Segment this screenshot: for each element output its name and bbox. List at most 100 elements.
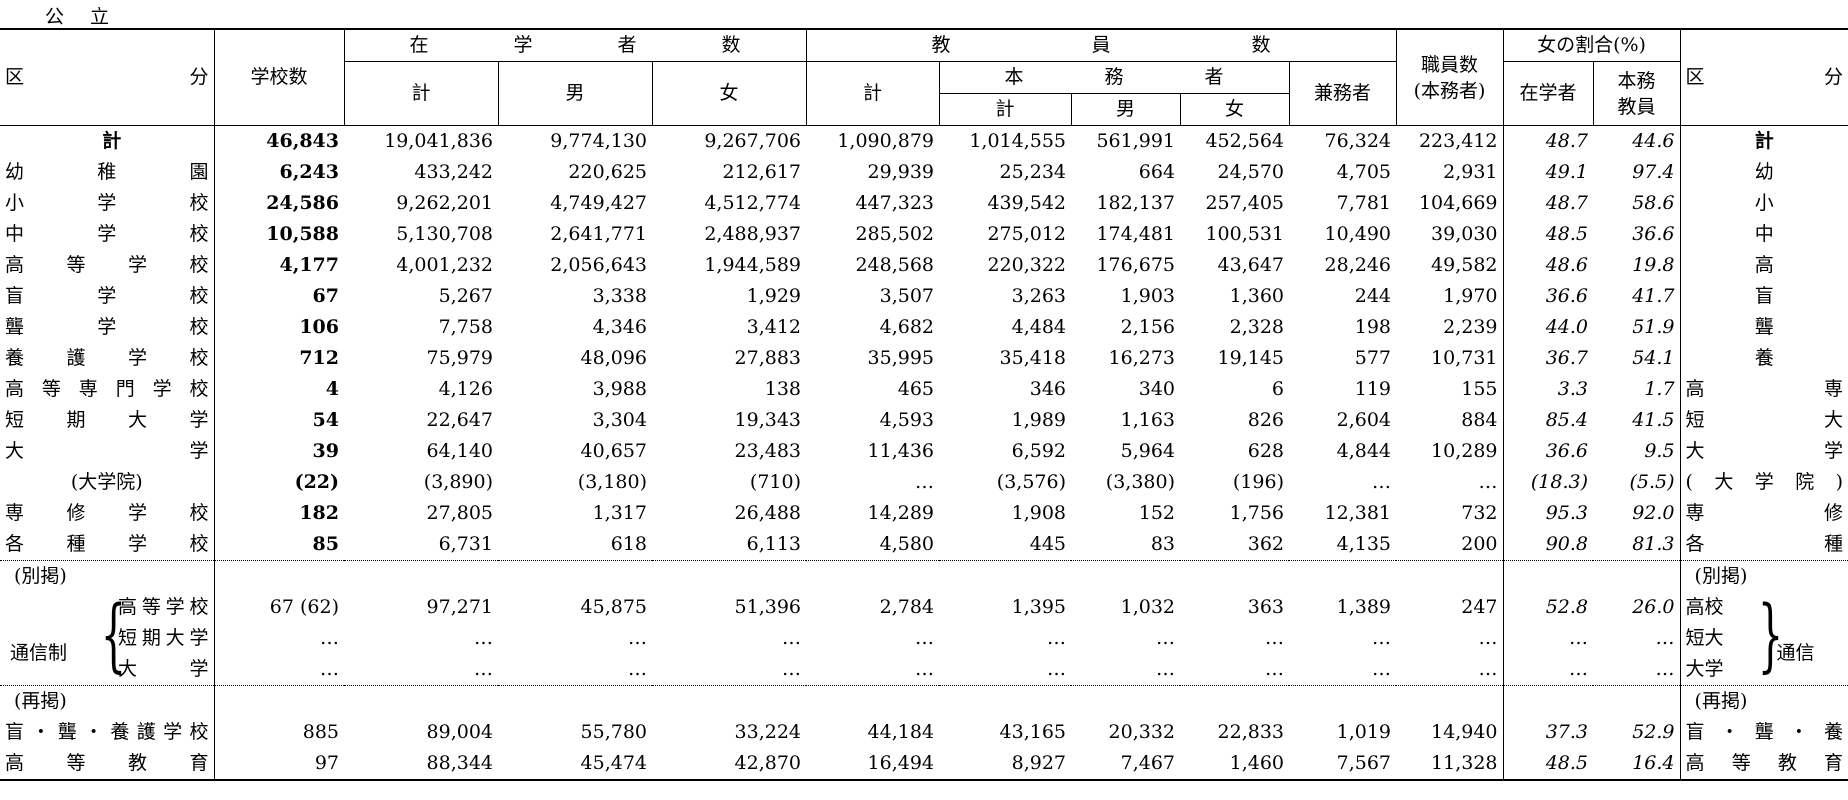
empty-cell bbox=[1071, 560, 1181, 592]
empty-cell bbox=[1180, 560, 1290, 592]
cell-honmu-female: 43,647 bbox=[1217, 254, 1285, 276]
cell-kenmu: 76,324 bbox=[1324, 130, 1392, 152]
cell-schools: 4,177 bbox=[213, 250, 344, 281]
cell-ratio-students: 52.8 bbox=[1502, 592, 1594, 623]
row-label: 中学校 bbox=[0, 219, 214, 250]
cell-honmu-female: 1,460 bbox=[1180, 748, 1290, 781]
cell-students-male: 1,317 bbox=[592, 502, 647, 524]
cell-honmu-total: 3,263 bbox=[1011, 285, 1067, 307]
cell-staff: 11,328 bbox=[1396, 748, 1504, 781]
cell-honmu-female: … bbox=[1265, 658, 1285, 680]
cell-honmu-male: 664 bbox=[1138, 161, 1176, 183]
empty-cell bbox=[498, 685, 652, 717]
cell-students-female: 3,412 bbox=[746, 316, 802, 338]
cell-students-total: 5,267 bbox=[438, 285, 493, 307]
cell-schools: 97 bbox=[213, 748, 344, 781]
cell-honmu-male: 16,273 bbox=[1108, 347, 1176, 369]
cell-honmu-male: 7,467 bbox=[1071, 748, 1181, 781]
cell-ratio-teachers: 81.3 bbox=[1632, 533, 1675, 555]
row-label-right-text: 幼 bbox=[1754, 161, 1774, 183]
cell-teachers-total: 4,682 bbox=[879, 316, 935, 338]
cell-students-total: 22,647 bbox=[426, 409, 493, 431]
cell-honmu-male: 176,675 bbox=[1096, 254, 1176, 276]
cell-staff: 10,289 bbox=[1431, 440, 1498, 462]
cell-students-female: 51,396 bbox=[734, 596, 802, 618]
cell-ratio-teachers: 54.1 bbox=[1632, 347, 1675, 369]
row-label-right-text: (大学院) bbox=[1685, 471, 1844, 493]
empty-cell bbox=[1396, 560, 1504, 592]
row-label: 幼稚園 bbox=[0, 157, 214, 188]
cell-students-total: … bbox=[474, 658, 493, 680]
row-label-right: 幼 bbox=[1679, 157, 1848, 188]
cell-students-female: 1,929 bbox=[746, 285, 802, 307]
cell-teachers-total: 2,784 bbox=[879, 596, 935, 618]
cell-kenmu: 244 bbox=[1354, 285, 1392, 307]
cell-honmu-total: 43,165 bbox=[999, 721, 1067, 743]
cell-teachers-total: 29,939 bbox=[867, 161, 935, 183]
cell-honmu-total: 1,395 bbox=[1011, 596, 1067, 618]
cell-staff: … bbox=[1478, 471, 1498, 493]
cell-students-female: 4,512,774 bbox=[704, 192, 802, 214]
header-kubun-1: 区 bbox=[5, 66, 25, 88]
cell-students-male: 4,346 bbox=[592, 316, 647, 338]
cell-ratio-students: 48.7 bbox=[1502, 125, 1594, 157]
table-row: 盲・聾・養護学校 885 89,004 55,780 33,224 44,184 43,16… bbox=[0, 717, 1848, 748]
cell-ratio-students: … bbox=[1502, 623, 1594, 654]
cell-honmu-male: 20,332 bbox=[1108, 721, 1176, 743]
header-kubun-right-1: 区 bbox=[1685, 66, 1705, 88]
cell-ratio-students: (18.3) bbox=[1502, 467, 1594, 498]
header-schools: 学校数 bbox=[213, 28, 344, 126]
cell-honmu-male: 340 bbox=[1138, 378, 1176, 400]
cell-students-female: 26,488 bbox=[734, 502, 802, 524]
saikei-title-label-right: (再掲) bbox=[1679, 685, 1848, 717]
cell-ratio-students: 48.6 bbox=[1502, 250, 1594, 281]
cell-honmu-female: 6 bbox=[1271, 378, 1285, 400]
table-row: 計 46,843 19,041,836 9,774,130 9,267,706 1,090… bbox=[0, 125, 1848, 157]
header-honmu-female: 女 bbox=[1179, 93, 1290, 126]
cell-ratio-students: 48.7 bbox=[1502, 188, 1594, 219]
table-row: 高等学校 通信制{67 (62) 97,271 45,875 51,396 2,784 1,… bbox=[0, 592, 1848, 675]
cell-kenmu: 12,381 bbox=[1324, 502, 1392, 524]
cell-kenmu: 198 bbox=[1354, 316, 1392, 338]
header-students-female: 女 bbox=[651, 61, 807, 126]
row-label: 養護学校 bbox=[0, 343, 214, 374]
empty-cell bbox=[498, 560, 652, 592]
table-row: 各種学校 85 6,731 618 6,113 4,580 445 83 362 4,135 200… bbox=[0, 529, 1848, 561]
cell-teachers-total: 465 bbox=[897, 378, 935, 400]
header-students-4: 数 bbox=[721, 34, 741, 56]
cell-students-male: (3,180) bbox=[577, 471, 647, 493]
cell-honmu-male: 174,481 bbox=[1096, 223, 1176, 245]
empty-cell bbox=[1502, 560, 1594, 592]
cell-staff: … bbox=[1478, 658, 1498, 680]
cell-students-male: 3,304 bbox=[592, 409, 647, 431]
cell-ratio-teachers: 52.9 bbox=[1632, 721, 1675, 743]
row-label-right-text: 短大 bbox=[1685, 409, 1844, 431]
empty-cell bbox=[806, 685, 940, 717]
cell-honmu-total: 220,322 bbox=[987, 254, 1067, 276]
table-caption: 公立 bbox=[45, 6, 136, 28]
empty-cell bbox=[1289, 560, 1397, 592]
cell-schools: 885 bbox=[213, 717, 344, 748]
cell-ratio-teachers: 97.4 bbox=[1632, 161, 1675, 183]
cell-honmu-total: 1,989 bbox=[1011, 409, 1067, 431]
cell-honmu-female: 19,145 bbox=[1217, 347, 1285, 369]
cell-students-total: 64,140 bbox=[426, 440, 493, 462]
table-row: 中学校 10,588 5,130,708 2,641,771 2,488,937 285,… bbox=[0, 219, 1848, 250]
cell-students-female: 1,944,589 bbox=[704, 254, 802, 276]
cell-students-male: 9,774,130 bbox=[550, 130, 647, 152]
row-label-text: 高等専門学校 bbox=[5, 378, 209, 400]
cell-teachers-total: 285,502 bbox=[855, 223, 935, 245]
cell-honmu-total: 6,592 bbox=[1011, 440, 1067, 462]
cell-ratio-teachers: 41.5 bbox=[1632, 409, 1675, 431]
statistics-table: 区分 学校数 在学者数 教員数 職員数 (本務者) 女の割合(%) 区分 計 男… bbox=[0, 28, 1848, 781]
cell-schools: 4 bbox=[213, 374, 344, 405]
header-staff-2: (本務者) bbox=[1413, 79, 1486, 102]
cell-students-total: 27,805 bbox=[426, 502, 493, 524]
cell-students-total: 97,271 bbox=[426, 596, 493, 618]
header-teachers-1: 教 bbox=[931, 34, 951, 56]
cell-honmu-male: 5,964 bbox=[1120, 440, 1176, 462]
table-body-saikei: (再掲) (再掲) 盲・聾・養護学校 885 89,004 55,780 33,224 44,… bbox=[0, 685, 1848, 781]
row-label-text: 計 bbox=[102, 130, 122, 152]
cell-teachers-total: 1,090,879 bbox=[837, 130, 935, 152]
cell-students-female: 2,488,937 bbox=[704, 223, 802, 245]
